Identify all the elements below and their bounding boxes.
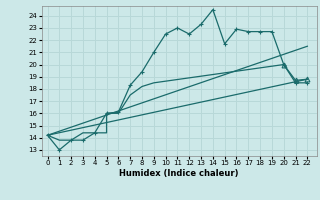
X-axis label: Humidex (Indice chaleur): Humidex (Indice chaleur) xyxy=(119,169,239,178)
